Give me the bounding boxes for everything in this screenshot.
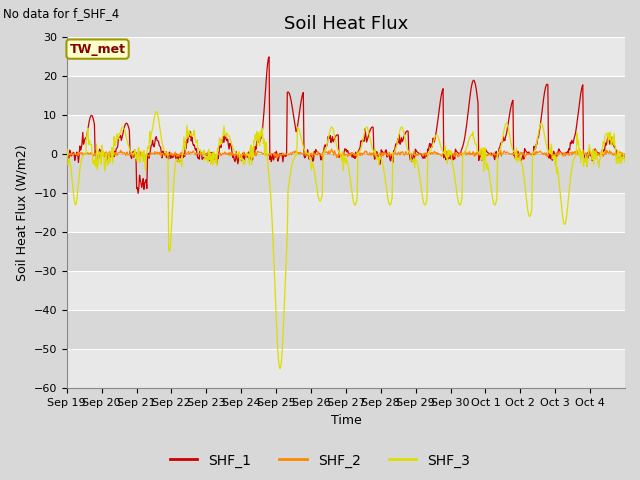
Legend: SHF_1, SHF_2, SHF_3: SHF_1, SHF_2, SHF_3 xyxy=(164,448,476,473)
Bar xyxy=(67,271,625,311)
Bar xyxy=(67,193,625,232)
Y-axis label: Soil Heat Flux (W/m2): Soil Heat Flux (W/m2) xyxy=(15,144,28,281)
Bar xyxy=(67,37,625,76)
X-axis label: Time: Time xyxy=(330,414,361,427)
Text: No data for f_SHF_4: No data for f_SHF_4 xyxy=(3,7,120,20)
Text: TW_met: TW_met xyxy=(70,43,125,56)
Bar xyxy=(67,115,625,155)
Title: Soil Heat Flux: Soil Heat Flux xyxy=(284,15,408,33)
Bar xyxy=(67,349,625,388)
